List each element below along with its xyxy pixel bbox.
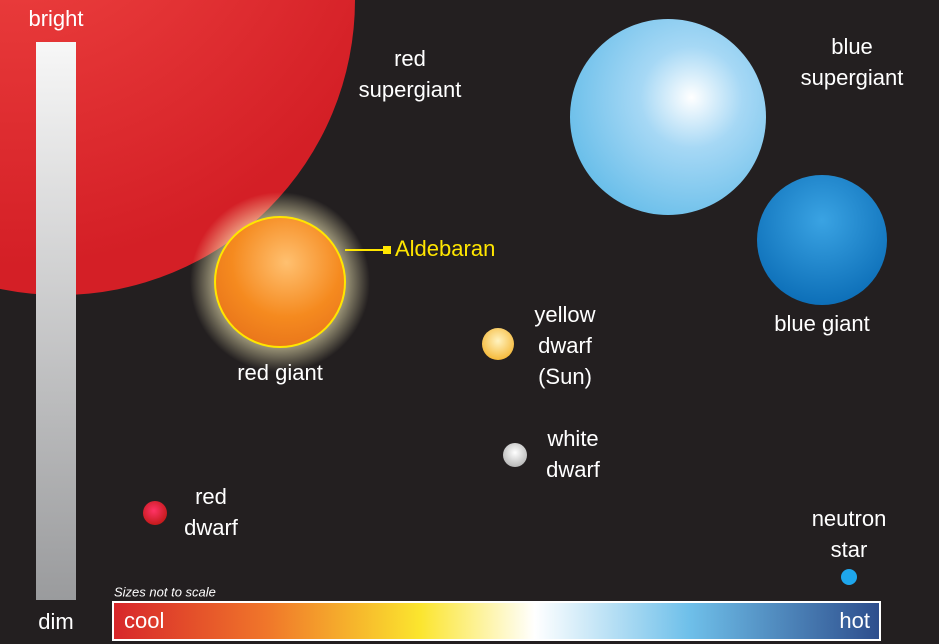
callout-marker bbox=[383, 246, 391, 254]
red-giant-star bbox=[215, 217, 345, 347]
neutron-star bbox=[841, 569, 857, 585]
star-label: blue giant bbox=[774, 311, 869, 336]
blue-supergiant-star bbox=[570, 19, 766, 215]
star-label: blue bbox=[831, 34, 873, 59]
star-label: star bbox=[831, 537, 868, 562]
star-label: yellow bbox=[534, 302, 595, 327]
star-label: supergiant bbox=[801, 65, 904, 90]
yellow-dwarf-star bbox=[482, 328, 514, 360]
temperature-bar bbox=[113, 602, 880, 640]
cool-label: cool bbox=[124, 608, 164, 633]
star-label: red bbox=[394, 46, 426, 71]
star-label: dwarf bbox=[538, 333, 593, 358]
star-label: red bbox=[195, 484, 227, 509]
star-label: supergiant bbox=[359, 77, 462, 102]
star-label: dwarf bbox=[546, 457, 601, 482]
callout-label: Aldebaran bbox=[395, 236, 495, 261]
blue-giant-star bbox=[757, 175, 887, 305]
hot-label: hot bbox=[839, 608, 870, 633]
red-dwarf-star bbox=[143, 501, 167, 525]
scale-note: Sizes not to scale bbox=[114, 584, 216, 599]
star-label: white bbox=[546, 426, 598, 451]
bright-label: bright bbox=[28, 6, 83, 31]
star-label: neutron bbox=[812, 506, 887, 531]
white-dwarf-star bbox=[503, 443, 527, 467]
star-label: red giant bbox=[237, 360, 323, 385]
star-diagram: bright dim cool hot Sizes not to scale A… bbox=[0, 0, 939, 644]
star-label: dwarf bbox=[184, 515, 239, 540]
star-label: (Sun) bbox=[538, 364, 592, 389]
dim-label: dim bbox=[38, 609, 73, 634]
brightness-bar bbox=[36, 42, 76, 600]
